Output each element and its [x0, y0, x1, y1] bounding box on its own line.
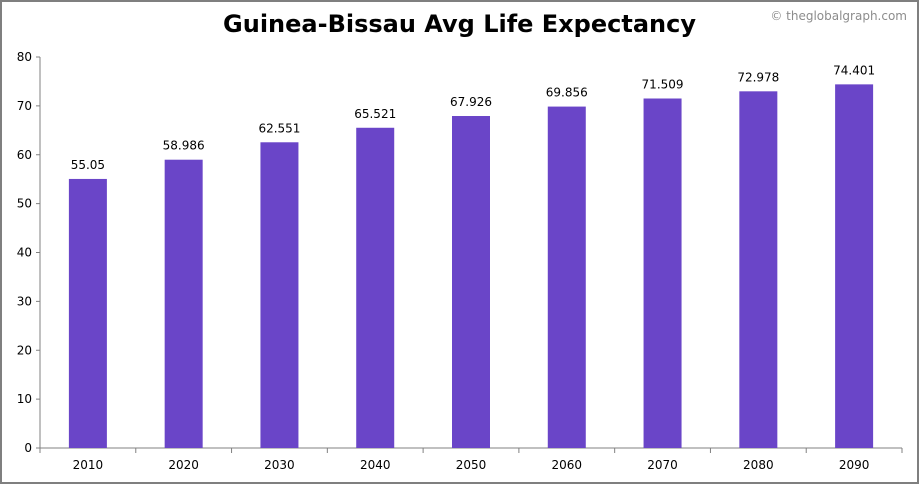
bar-2010	[68, 178, 107, 449]
data-label-2060: 69.856	[546, 86, 588, 100]
data-label-2090: 74.401	[833, 63, 875, 77]
bar-2050	[452, 116, 490, 449]
x-tick-label: 2030	[264, 458, 295, 472]
y-tick-label: 70	[17, 99, 32, 113]
data-labels: 55.05 58.986 62.551 65.521 67.926 69.856 71.50…	[71, 63, 875, 172]
y-tick-label: 40	[17, 246, 32, 260]
x-tick-label: 2010	[73, 458, 104, 472]
x-tick-label: 2070	[647, 458, 678, 472]
x-tick-label: 2060	[552, 458, 583, 472]
data-label-2010: 55.05	[71, 158, 105, 172]
chart-bars	[68, 84, 874, 449]
x-tick-label: 2040	[360, 458, 391, 472]
y-tick-label: 20	[17, 343, 32, 357]
bar-2060	[547, 106, 586, 448]
bar-2070	[643, 98, 682, 449]
bar-2090	[835, 84, 874, 448]
bar-2030	[260, 142, 299, 448]
y-tick-label: 80	[17, 50, 32, 64]
bar-2080	[739, 91, 778, 449]
data-label-2050: 67.926	[450, 95, 492, 109]
y-tick-label: 60	[17, 148, 32, 162]
data-label-2020: 58.986	[163, 139, 205, 153]
data-label-2030: 62.551	[258, 121, 300, 135]
x-tick-label: 2050	[456, 458, 487, 472]
y-tick-label: 50	[17, 197, 32, 211]
y-tick-label: 0	[24, 441, 32, 455]
x-tick-label: 2090	[839, 458, 870, 472]
bar-2040	[356, 127, 395, 448]
copyright-credit: © theglobalgraph.com	[770, 9, 907, 23]
y-tick-label: 30	[17, 294, 32, 308]
x-tick-label: 2020	[168, 458, 199, 472]
chart-title: Guinea-Bissau Avg Life Expectancy	[223, 10, 696, 38]
data-label-2070: 71.509	[642, 77, 684, 91]
y-tick-label: 10	[17, 392, 32, 406]
bar-2020	[164, 159, 203, 448]
data-label-2040: 65.521	[354, 107, 396, 121]
x-tick-label: 2080	[743, 458, 774, 472]
data-label-2080: 72.978	[737, 70, 779, 84]
